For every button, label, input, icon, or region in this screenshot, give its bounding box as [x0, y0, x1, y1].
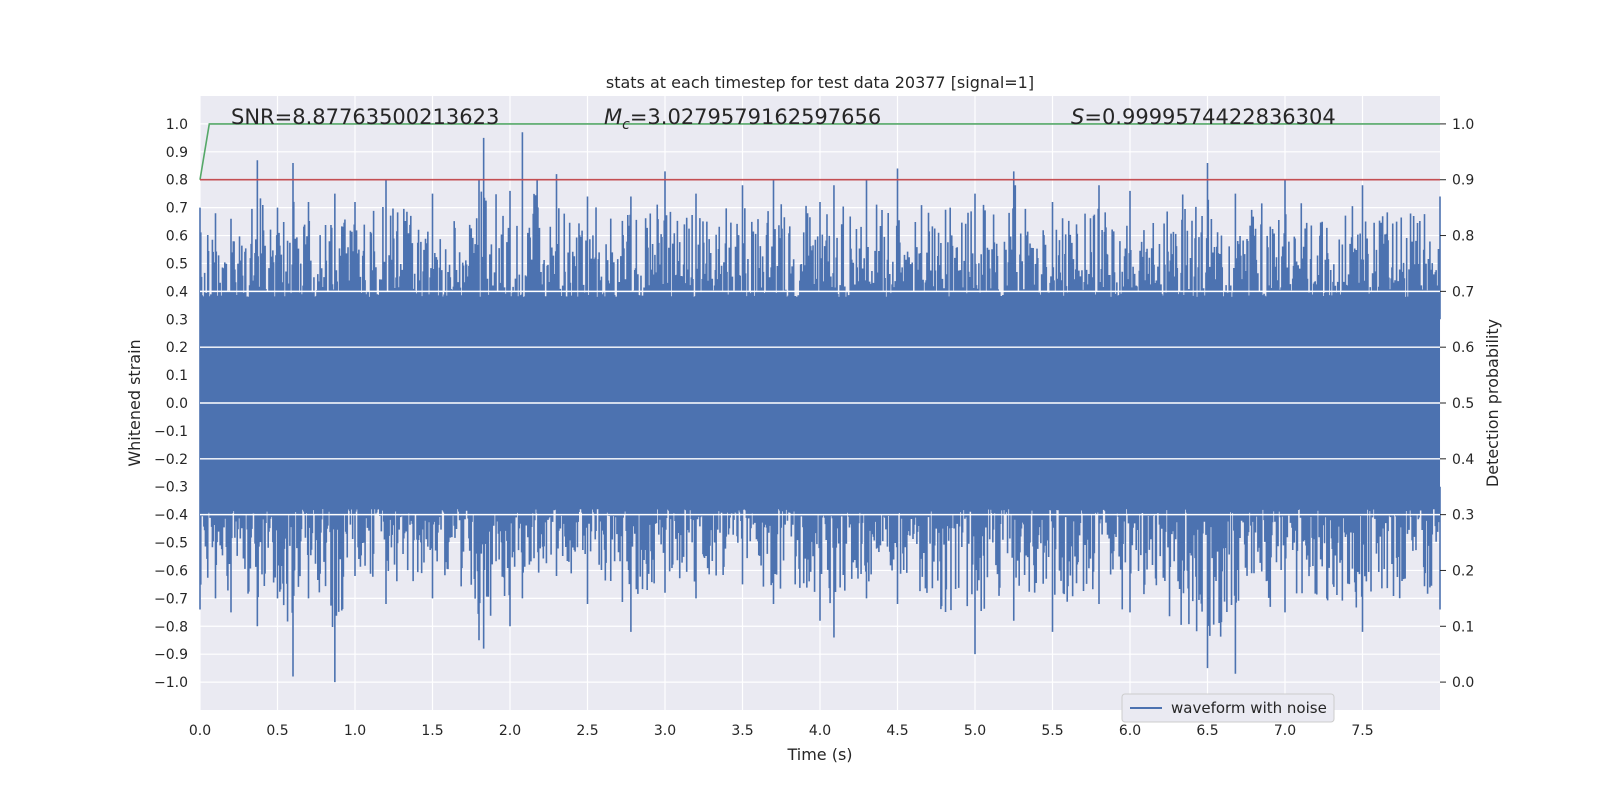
- legend-box: [1121, 693, 1335, 723]
- y-tick-label: 1.0: [166, 117, 188, 133]
- y-tick-label: 0.2: [166, 340, 188, 356]
- chirp-mass-symbol: M: [604, 105, 622, 129]
- snr-annotation: SNR=8.87763500213623: [231, 105, 499, 129]
- x-tick-label: 4.5: [886, 723, 908, 739]
- chirp-mass-annotation: Mc=3.0279579162597656: [604, 105, 881, 133]
- y2-tick-label: 0.0: [1452, 675, 1474, 691]
- y2-tick-label: 0.5: [1452, 396, 1474, 412]
- y-tick-label: −0.2: [154, 452, 188, 468]
- y-tick-label: −1.0: [154, 675, 188, 691]
- y-tick-label: −0.1: [154, 424, 188, 440]
- score-value: =0.9999574422836304: [1084, 105, 1335, 129]
- score-symbol: S: [1071, 105, 1084, 129]
- y-tick-label: −0.7: [154, 591, 188, 607]
- detection-probability-line: [199, 123, 1440, 180]
- y-tick-label: 0.5: [166, 256, 188, 272]
- x-axis-label: Time (s): [786, 745, 852, 764]
- y-axis-label: Whitened strain: [125, 339, 144, 466]
- y-tick-label: 0.0: [166, 396, 188, 412]
- y-tick-label: −0.9: [154, 647, 188, 663]
- y-tick-label: 0.6: [166, 229, 188, 245]
- x-tick-label: 0.0: [189, 723, 211, 739]
- legend-label: waveform with noise: [1171, 699, 1327, 717]
- y2-axis-label: Detection probability: [1483, 319, 1502, 487]
- y-tick-label: −0.8: [154, 619, 188, 635]
- y2-tick-label: 0.8: [1452, 229, 1474, 245]
- y-tick-label: 0.3: [166, 312, 188, 328]
- y-axis-left: 1.0 0.9 0.8 0.7 0.6 0.5 0.4 0.3 0.2 0.1 0.0 −0.1 −0.…: [154, 117, 188, 691]
- y2-tick-label: 0.6: [1452, 340, 1474, 356]
- x-tick-label: 7.5: [1351, 723, 1373, 739]
- x-tick-label: 3.5: [731, 723, 753, 739]
- x-tick-label: 3.0: [654, 723, 676, 739]
- y-tick-label: −0.4: [154, 508, 188, 524]
- legend: waveform with noise: [1121, 693, 1335, 723]
- y2-tick-label: 0.9: [1452, 173, 1474, 189]
- y-tick-label: 0.8: [166, 173, 188, 189]
- y-tick-label: 0.1: [166, 368, 188, 384]
- y2-tick-label: 0.1: [1452, 619, 1474, 635]
- y-tick-label: 0.9: [166, 145, 188, 161]
- x-axis: 0.0 0.5 1.0 1.5 2.0 2.5 3.0 3.5 4.0 4.5 5.0 5.5 6.0 6…: [189, 723, 1374, 739]
- x-tick-label: 5.0: [964, 723, 986, 739]
- chirp-mass-value: =3.0279579162597656: [630, 105, 881, 129]
- y-tick-label: 0.7: [166, 201, 188, 217]
- y-tick-label: −0.5: [154, 536, 188, 552]
- y2-tick-label: 0.2: [1452, 563, 1474, 579]
- y2-tick-label: 0.7: [1452, 284, 1474, 300]
- x-tick-label: 4.0: [809, 723, 831, 739]
- x-tick-label: 2.5: [576, 723, 598, 739]
- chart-title: stats at each timestep for test data 203…: [606, 73, 1034, 92]
- y-tick-label: 0.4: [166, 284, 188, 300]
- y2-tick-label: 0.4: [1452, 452, 1474, 468]
- probability-series: [199, 123, 1440, 181]
- x-tick-label: 2.0: [499, 723, 521, 739]
- y-axis-right: 1.0 0.9 0.8 0.7 0.6 0.5 0.4 0.3 0.2 0.1 0.0: [1440, 117, 1474, 691]
- x-tick-label: 6.0: [1119, 723, 1141, 739]
- y-tick-label: −0.6: [154, 563, 188, 579]
- x-tick-label: 5.5: [1041, 723, 1063, 739]
- y2-tick-label: 0.3: [1452, 508, 1474, 524]
- x-tick-label: 1.5: [421, 723, 443, 739]
- x-tick-label: 1.0: [344, 723, 366, 739]
- y2-tick-label: 1.0: [1452, 117, 1474, 133]
- x-tick-label: 7.0: [1274, 723, 1296, 739]
- x-tick-label: 0.5: [266, 723, 288, 739]
- y-tick-label: −0.3: [154, 480, 188, 496]
- noise-band-lines: [200, 290, 1440, 516]
- x-tick-label: 6.5: [1196, 723, 1218, 739]
- chirp-mass-subscript: c: [622, 117, 630, 133]
- score-annotation: S=0.9999574422836304: [1071, 105, 1336, 129]
